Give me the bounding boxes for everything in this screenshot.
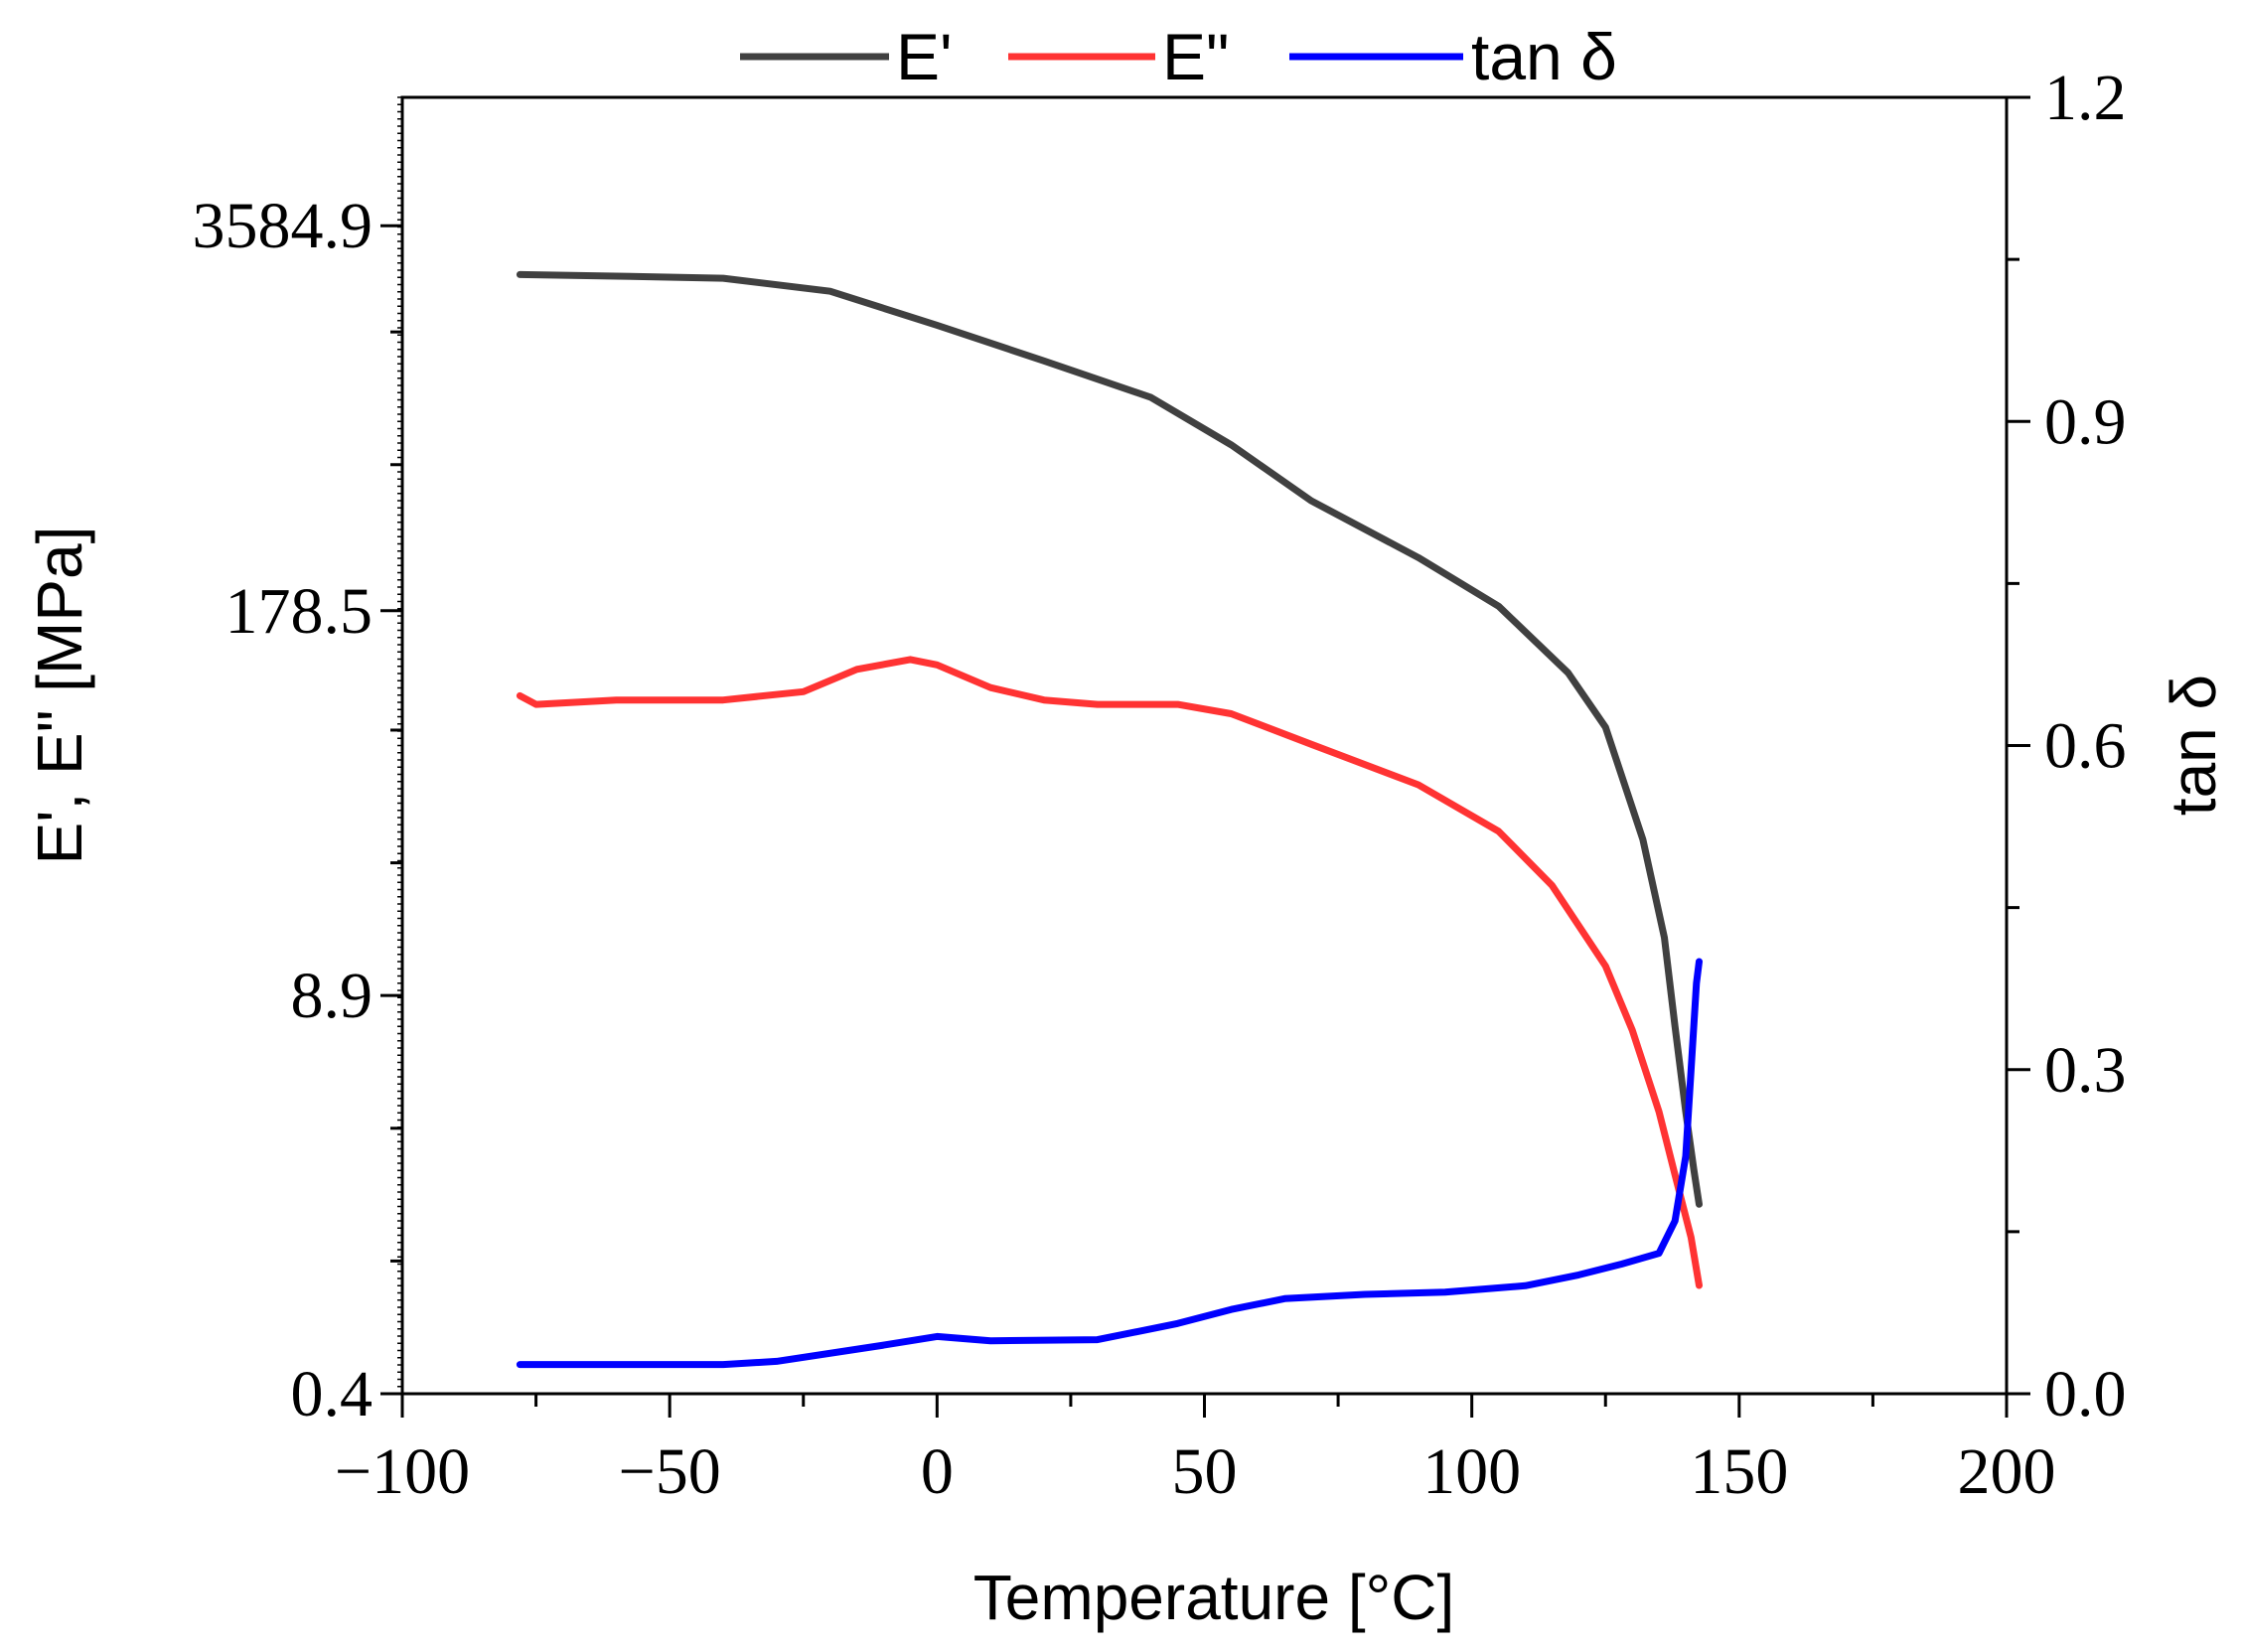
- x-tick-label: 200: [1958, 1435, 2056, 1508]
- x-tick-label: −100: [335, 1435, 470, 1508]
- y-right-tick-label: 0.6: [2044, 710, 2127, 783]
- series-e-loss-line: [516, 656, 1703, 1289]
- legend: E' E" tan δ: [740, 20, 1617, 93]
- x-tick-label: 50: [1172, 1435, 1238, 1508]
- y-axis-left-title: E', E" [MPa]: [24, 526, 95, 865]
- x-axis-title: Temperature [°C]: [973, 1562, 1454, 1633]
- plot-frame: [400, 95, 2009, 1396]
- legend-label-tan-delta: tan δ: [1471, 20, 1617, 93]
- x-tick-label: 150: [1690, 1435, 1788, 1508]
- x-tick-label: 0: [921, 1435, 954, 1508]
- grid-layer: [380, 95, 2030, 1418]
- legend-label-e-storage: E': [896, 20, 953, 93]
- y-left-tick-label: 178.5: [225, 575, 374, 648]
- y-left-tick-label: 8.9: [291, 960, 374, 1032]
- series-layer: [516, 270, 1703, 1369]
- legend-label-e-loss: E": [1162, 20, 1229, 93]
- y-left-tick-label: 3584.9: [193, 190, 374, 262]
- series-e-storage-line: [516, 270, 1703, 1208]
- y-left-tick-label: 0.4: [291, 1358, 374, 1430]
- series-tan-delta-line: [516, 958, 1703, 1369]
- y-right-tick-label: 0.9: [2044, 385, 2127, 458]
- y-right-tick-label: 0.0: [2044, 1358, 2127, 1430]
- y-right-tick-label: 1.2: [2044, 62, 2127, 134]
- y-right-tick-label: 0.3: [2044, 1034, 2127, 1107]
- tick-label-layer: −100 −50 0 50 100 150 200 0.4 8.9 178.5 3584.9 0.0 0…: [193, 62, 2127, 1508]
- y-axis-right-title: tan δ: [2158, 675, 2229, 816]
- x-tick-label: 100: [1422, 1435, 1521, 1508]
- x-tick-label: −50: [619, 1435, 721, 1508]
